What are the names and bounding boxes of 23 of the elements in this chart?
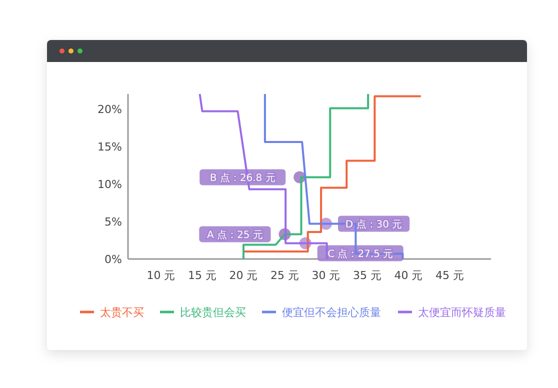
y-tick-label: 10% — [98, 178, 122, 191]
y-tick-label: 20% — [98, 102, 122, 116]
line-series — [198, 94, 328, 259]
annotation: B 点：26.8 元 — [210, 172, 276, 184]
x-tick-label: 20 元 — [229, 269, 258, 282]
legend-label: 太便宜而怀疑质量 — [418, 306, 506, 319]
y-tick-label: 15% — [98, 140, 122, 154]
x-tick-label: 15 元 — [188, 269, 216, 282]
line-series — [264, 94, 404, 259]
legend-label: 便宜但不会担心质量 — [282, 306, 381, 319]
annotation: D 点：30 元 — [345, 218, 402, 230]
x-tick-label: 40 元 — [394, 269, 423, 282]
annotation: A 点：25 元 — [206, 228, 263, 241]
x-tick-label: 25 元 — [270, 269, 299, 282]
y-tick-label: 5% — [104, 215, 122, 228]
x-tick-label: 35 元 — [353, 269, 382, 282]
x-tick-label: 10 元 — [146, 269, 176, 282]
annotation: C 点：27.5 元 — [328, 248, 394, 260]
legend-label: 太贵不买 — [100, 306, 144, 319]
legend-label: 比较贵但会买 — [180, 306, 246, 319]
y-tick-label: 0% — [104, 252, 122, 266]
x-tick-label: 30 元 — [312, 269, 340, 282]
x-tick-label: 45 元 — [436, 269, 464, 282]
